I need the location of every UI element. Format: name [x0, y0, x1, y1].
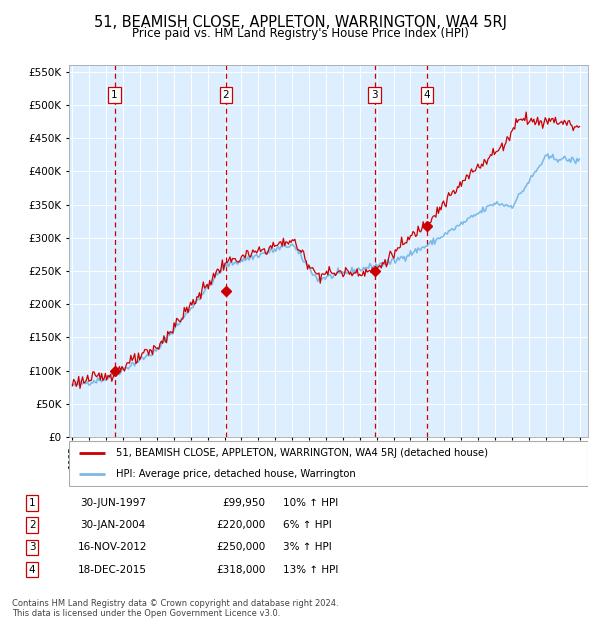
Text: 2: 2 — [29, 520, 35, 530]
Text: 51, BEAMISH CLOSE, APPLETON, WARRINGTON, WA4 5RJ: 51, BEAMISH CLOSE, APPLETON, WARRINGTON,… — [94, 16, 506, 30]
Text: £99,950: £99,950 — [223, 498, 265, 508]
Text: 10% ↑ HPI: 10% ↑ HPI — [283, 498, 338, 508]
Text: 4: 4 — [424, 90, 430, 100]
Text: 3: 3 — [371, 90, 378, 100]
Text: Price paid vs. HM Land Registry's House Price Index (HPI): Price paid vs. HM Land Registry's House … — [131, 27, 469, 40]
Text: 30-JUN-1997: 30-JUN-1997 — [80, 498, 146, 508]
FancyBboxPatch shape — [69, 441, 588, 486]
Text: 30-JAN-2004: 30-JAN-2004 — [80, 520, 145, 530]
Text: 51, BEAMISH CLOSE, APPLETON, WARRINGTON, WA4 5RJ (detached house): 51, BEAMISH CLOSE, APPLETON, WARRINGTON,… — [116, 448, 488, 458]
Text: 3% ↑ HPI: 3% ↑ HPI — [283, 542, 331, 552]
Text: 4: 4 — [29, 565, 35, 575]
Text: 1: 1 — [29, 498, 35, 508]
Text: 13% ↑ HPI: 13% ↑ HPI — [283, 565, 338, 575]
Text: 6% ↑ HPI: 6% ↑ HPI — [283, 520, 331, 530]
Text: 1: 1 — [111, 90, 118, 100]
Text: 3: 3 — [29, 542, 35, 552]
Text: HPI: Average price, detached house, Warrington: HPI: Average price, detached house, Warr… — [116, 469, 355, 479]
Text: Contains HM Land Registry data © Crown copyright and database right 2024.: Contains HM Land Registry data © Crown c… — [12, 600, 338, 608]
Text: This data is licensed under the Open Government Licence v3.0.: This data is licensed under the Open Gov… — [12, 609, 280, 618]
Text: 18-DEC-2015: 18-DEC-2015 — [78, 565, 148, 575]
Text: 2: 2 — [223, 90, 229, 100]
Text: £318,000: £318,000 — [216, 565, 265, 575]
Text: £220,000: £220,000 — [216, 520, 265, 530]
Text: 16-NOV-2012: 16-NOV-2012 — [78, 542, 148, 552]
Text: £250,000: £250,000 — [216, 542, 265, 552]
